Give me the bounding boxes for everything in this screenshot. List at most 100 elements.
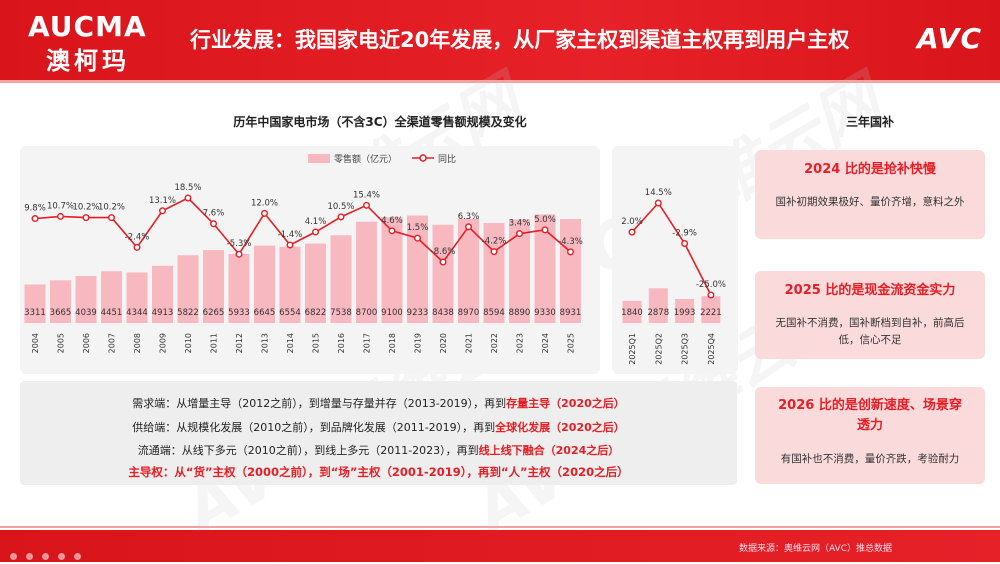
bar-value-label: 8438: [432, 308, 454, 318]
legend-line-marker: [419, 154, 427, 162]
legend-line-label: 同比: [438, 153, 456, 165]
bar-value-label: 6554: [279, 308, 301, 318]
x-tick-label: 2012: [235, 333, 244, 353]
next-icon[interactable]: [26, 553, 33, 560]
x-tick-label: 2005: [57, 333, 66, 353]
yoy-point: [414, 234, 422, 242]
yoy-point: [31, 215, 39, 223]
yoy-label: -8.6%: [431, 247, 456, 257]
yoy-point: [363, 201, 371, 209]
bar: [101, 271, 122, 323]
pen-icon[interactable]: [42, 553, 49, 560]
card-title: 2025 比的是现金流资金实力: [784, 283, 956, 298]
bar-value-label: 1840: [621, 308, 643, 318]
bar: [432, 224, 454, 323]
bar: [509, 219, 530, 323]
x-tick-label: 2024: [541, 333, 550, 353]
yoy-point: [654, 199, 662, 207]
yoy-label: 6.3%: [458, 212, 480, 222]
x-tick-label: 2025Q4: [707, 333, 716, 365]
x-tick-label: 2007: [108, 333, 117, 353]
data-source: 数据来源：奥维云网（AVC）推总数据: [738, 544, 892, 554]
bar: [203, 250, 224, 323]
yoy-point: [337, 213, 345, 221]
bar-value-label: 6645: [254, 308, 276, 318]
yoy-label: 10.2%: [98, 203, 125, 213]
bar-value-label: 9330: [534, 308, 556, 318]
bar: [152, 265, 173, 323]
bar: [356, 221, 377, 323]
bar: [279, 246, 301, 323]
more-icon[interactable]: [74, 553, 81, 560]
avc-logo: AVC: [917, 22, 982, 55]
yoy-label: -4.3%: [558, 237, 583, 247]
summary-channel-highlight: 线上线下融合（2024之后）: [478, 444, 620, 457]
yoy-label: 10.2%: [72, 203, 99, 213]
yoy-point: [490, 248, 498, 256]
bar: [330, 235, 352, 323]
retail-chart: 零售额（亿元） 同比 3311 2004 3665 2005 4039 2006 4451 200…: [20, 146, 738, 374]
x-tick-label: 2025: [567, 333, 576, 353]
yoy-label: -4.2%: [482, 237, 507, 247]
summary-demand: 需求端：从增量主导（2012之前），到增量与存量并存（2013-2019），再到…: [20, 395, 737, 411]
bar-value-label: 1993: [674, 308, 696, 318]
summary-channel-text: 流通端：从线下多元（2010之前），到线上多元（2011-2023），再到: [137, 444, 479, 457]
yoy-point: [628, 228, 636, 236]
yoy-label: 1.5%: [407, 223, 429, 233]
legend-bar-label: 零售额（亿元）: [334, 153, 397, 165]
bar-value-label: 7538: [330, 308, 352, 318]
yoy-point: [707, 291, 715, 299]
yoy-label: 9.8%: [24, 204, 46, 214]
card-body: 有国补也不消费，量价齐跌，考验耐力: [780, 453, 960, 465]
x-tick-label: 2017: [363, 333, 372, 353]
summary-supply: 供给端：从规模化发展（2010之前），到品牌化发展（2011-2019），再到全…: [20, 419, 737, 435]
bar-value-label: 4913: [152, 308, 174, 318]
x-tick-label: 2022: [490, 333, 499, 353]
x-tick-label: 2023: [516, 333, 525, 353]
bar-value-label: 8700: [356, 308, 378, 318]
yoy-label: 13.1%: [149, 196, 176, 206]
x-tick-label: 2020: [439, 333, 448, 353]
slide-controls[interactable]: [10, 545, 90, 560]
yoy-label: 15.4%: [353, 190, 380, 200]
x-tick-label: 2021: [465, 333, 474, 353]
x-tick-label: 2025Q1: [628, 333, 637, 365]
bar: [50, 280, 71, 323]
bar-value-label: 9233: [407, 308, 429, 318]
bar-value-label: 6265: [203, 308, 225, 318]
card-title: 2024 比的是抢补快慢: [804, 162, 936, 177]
summary-supply-highlight: 全球化发展（2020之后）: [495, 421, 625, 434]
subsidy-card-2025: 2025 比的是现金流资金实力 无国补不消费，国补断档到自补，前高后低，信心不足: [755, 271, 985, 359]
x-tick-label: 2011: [210, 333, 219, 353]
yoy-label: 4.1%: [305, 217, 327, 227]
yoy-point: [107, 214, 115, 222]
footer-divider: [0, 526, 1000, 528]
x-tick-label: 2009: [159, 333, 168, 353]
yoy-point: [567, 248, 575, 256]
yoy-point: [261, 209, 269, 217]
bar-value-label: 4039: [75, 308, 97, 318]
bar-value-label: 5933: [228, 308, 250, 318]
x-tick-label: 2008: [133, 333, 142, 353]
card-body: 无国补不消费，国补断档到自补，前高后低，信心不足: [775, 317, 965, 346]
bar: [648, 288, 668, 323]
prev-icon[interactable]: [10, 553, 17, 560]
bar-value-label: 8594: [483, 308, 505, 318]
yoy-line: [34, 197, 572, 264]
yoy-label: -5.3%: [227, 239, 252, 249]
yoy-label: 12.0%: [251, 198, 278, 208]
bar-value-label: 8890: [509, 308, 531, 318]
subsidy-card-2026: 2026 比的是创新速度、场景穿透力 有国补也不消费，量价齐跌，考验耐力: [755, 387, 985, 484]
bar: [560, 219, 581, 323]
bar: [228, 253, 250, 323]
bar: [622, 300, 642, 323]
bar: [177, 255, 199, 323]
bar: [675, 298, 695, 323]
bar: [75, 275, 97, 323]
yoy-point: [209, 220, 217, 228]
yoy-label: 5.0%: [534, 215, 556, 225]
x-tick-label: 2013: [261, 333, 270, 353]
zoom-icon[interactable]: [58, 553, 65, 560]
yoy-point: [133, 243, 141, 251]
subsidy-title: 三年国补: [845, 115, 894, 129]
